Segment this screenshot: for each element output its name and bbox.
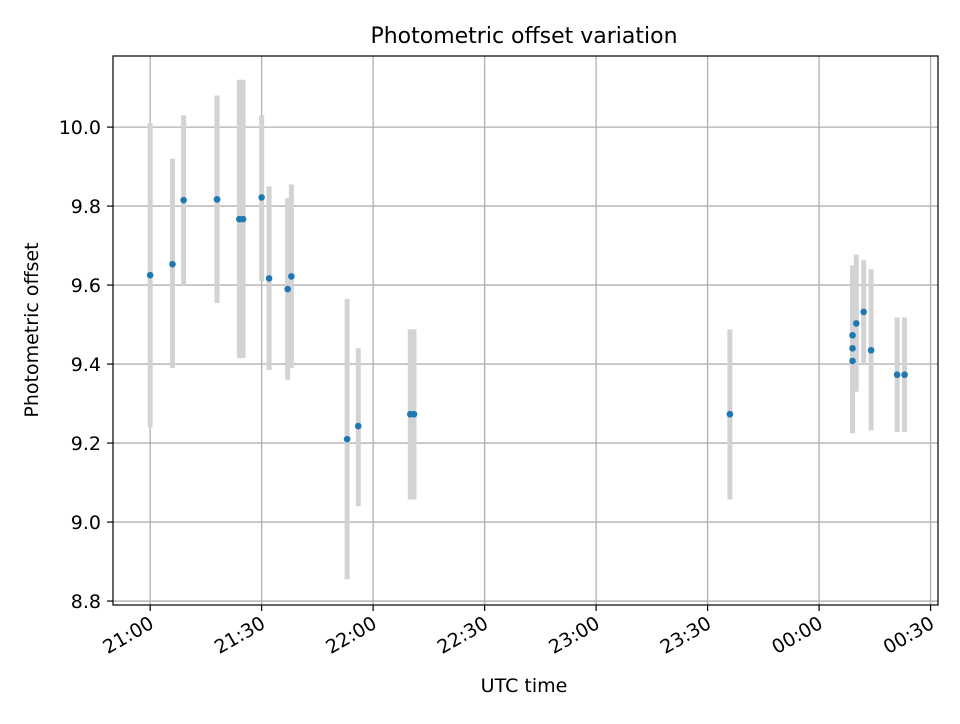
data-point [893,371,901,379]
data-point [239,215,247,223]
data-point [343,435,351,443]
data-point [284,285,291,293]
plot-frame [112,55,939,606]
data-point [213,196,221,203]
grid-layer [113,56,938,605]
y-tick-label: 8.8 [71,591,101,613]
data-point [726,410,734,418]
data-point [849,357,856,365]
y-axis-label: Photometric offset [21,242,43,417]
y-tick-label: 9.2 [71,433,101,455]
data-point [265,275,273,282]
y-tick-label: 10.0 [59,117,101,139]
data-point [860,308,867,316]
data-point [180,196,187,204]
y-tick-label: 9.8 [71,196,101,218]
data-point [849,344,856,352]
data-point [258,194,265,201]
y-tick-label: 9.6 [71,275,101,297]
chart-title: Photometric offset variation [370,24,677,49]
x-axis-label: UTC time [481,675,568,697]
data-point [288,273,295,280]
point-layer [146,194,908,443]
y-tick-label: 9.4 [71,354,101,376]
data-point [410,410,418,418]
data-point [852,320,860,327]
data-point [146,271,154,279]
data-point [354,422,362,430]
data-point [901,371,908,379]
y-tick-label: 9.0 [71,512,101,534]
data-point [849,331,856,339]
data-point [169,260,176,268]
data-point [867,346,875,354]
